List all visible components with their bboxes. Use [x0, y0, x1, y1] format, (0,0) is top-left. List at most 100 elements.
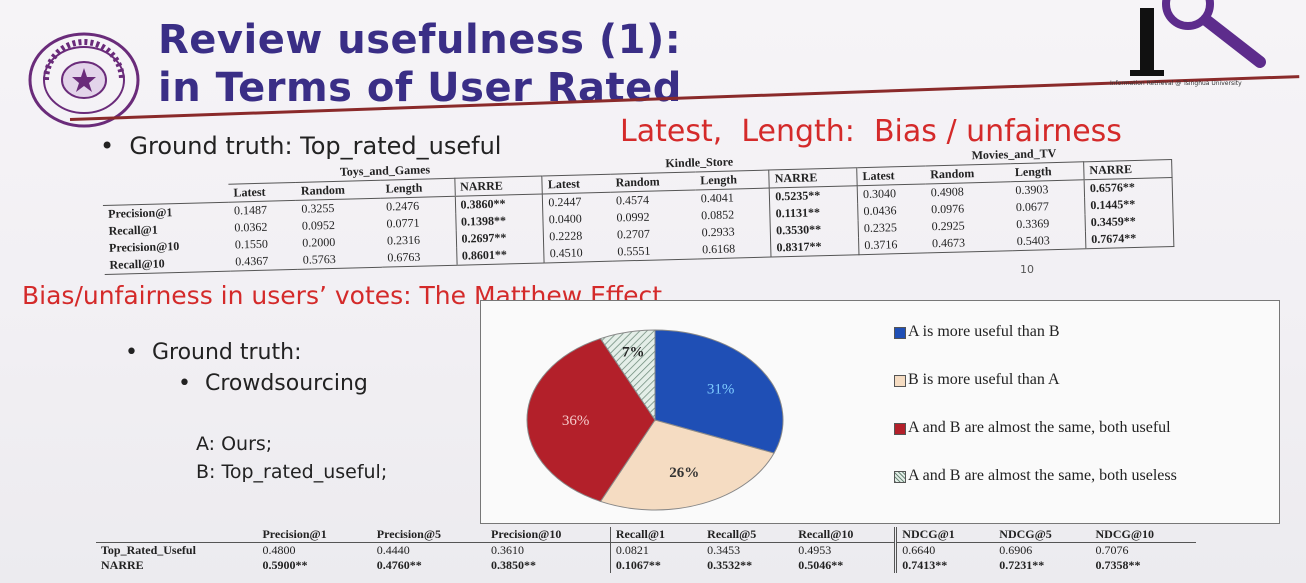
ground-truth-text: Ground truth: Top_rated_useful — [129, 132, 502, 160]
legend-item: B is more useful than A — [894, 370, 1278, 390]
table-cell: 0.1067** — [609, 558, 703, 573]
table-cell: 0.5763 — [297, 249, 383, 270]
title-line-2: in Terms of User Rated — [158, 65, 682, 111]
ground-truth-2-text: Ground truth: — [151, 340, 302, 365]
table-cell: 0.7231** — [999, 558, 1045, 572]
col-header: NARRE — [1083, 159, 1173, 180]
pie-chart: 31% 26% 36% 7% — [526, 329, 784, 511]
table-cell: 0.8601** — [456, 245, 545, 266]
crowdsourcing-text: Crowdsourcing — [204, 371, 368, 396]
table-cell: 0.3532** — [707, 558, 753, 572]
col-header: Recall@5 — [702, 527, 794, 543]
col-header: Random — [925, 163, 1011, 184]
legend-label: A and B are almost the same, both useles… — [908, 467, 1177, 484]
bullet-ground-truth-2: • Ground truth: — [125, 340, 302, 365]
table-cell: 0.0821 — [609, 542, 703, 558]
table-cell: 0.6763 — [382, 247, 457, 268]
col-header: Length — [1009, 161, 1085, 182]
table-cell: 0.2933 — [701, 224, 735, 240]
table-cell: 0.5900** — [262, 558, 308, 572]
table-cell: 0.0400 — [548, 211, 582, 227]
legend-swatch — [894, 327, 906, 339]
legend-swatch — [894, 471, 906, 483]
table-cell: 0.0362 — [234, 219, 268, 235]
table-cell: 0.4510 — [544, 243, 613, 263]
table-cell: 0.3903 — [1015, 182, 1049, 198]
table-cell: 0.0436 — [863, 203, 897, 219]
table-cell: 0.6168 — [696, 239, 772, 259]
pie-slice — [599, 419, 775, 511]
table-cell: 0.3369 — [1016, 216, 1050, 232]
col-header: Length — [695, 170, 770, 190]
col-header: Latest — [228, 182, 297, 203]
table-cell: 0.5046** — [798, 558, 844, 572]
table-cell: 0.3716 — [858, 235, 928, 255]
table-cell: 0.7674** — [1085, 228, 1174, 249]
legend-label: A and B are almost the same, both useful — [908, 419, 1171, 436]
table-cell: 0.3255 — [301, 200, 335, 216]
legend-item: A and B are almost the same, both useles… — [894, 466, 1278, 486]
magnifier-icon — [1130, 0, 1266, 76]
col-header: Precision@10 — [486, 527, 611, 543]
table-cell: 0.5235** — [769, 185, 858, 206]
legend-item: A is more useful than B — [894, 322, 1278, 342]
tsinghua-seal-logo — [28, 32, 140, 128]
table-cell: 0.3040 — [862, 186, 897, 202]
legend-item: A and B are almost the same, both useful — [894, 418, 1278, 438]
table-cell: 0.4574 — [615, 192, 650, 208]
title-line-1: Review usefulness (1): — [158, 17, 682, 63]
table-cell: 0.2325 — [863, 220, 898, 236]
table-cell: 0.3610 — [491, 543, 525, 557]
bias-note: Latest, Length: Bias / unfairness — [620, 114, 1122, 149]
table-cell: 0.2228 — [549, 228, 583, 244]
col-header: Recall@10 — [793, 527, 896, 543]
col-header: NDCG@5 — [994, 527, 1091, 543]
pie-slice — [526, 337, 656, 503]
results-table: Toys_and_Games Kindle_Store Movies_and_T… — [102, 142, 1174, 275]
col-header: Random — [295, 180, 381, 201]
bullet-crowdsourcing: • Crowdsourcing — [178, 371, 368, 396]
table-cell: 0.2476 — [385, 198, 420, 214]
col-header: NDCG@1 — [894, 527, 995, 543]
table-cell: 0.4953 — [798, 543, 832, 557]
table-cell: 0.2316 — [386, 232, 421, 248]
crowdsourcing-results-table: Precision@1 Precision@5 Precision@10 Rec… — [96, 527, 1196, 573]
ir-lab-logo: Information Retrieval @ Tsinghua Univers… — [1110, 0, 1306, 96]
table-row: NARRE 0.5900** 0.4760** 0.3850** 0.1067** 0.3… — [96, 558, 1196, 573]
table-cell: 0.8317** — [770, 237, 860, 258]
table-cell: 0.3453 — [707, 543, 741, 557]
table-cell: 0.3850** — [491, 558, 537, 572]
table-cell: 0.7358** — [1095, 558, 1141, 572]
legend-swatch — [894, 423, 906, 435]
logo-caption: Information Retrieval @ Tsinghua Univers… — [1110, 80, 1242, 87]
table-cell: 0.1487 — [233, 202, 268, 218]
pie-value-label: 36% — [562, 413, 590, 429]
table-cell: 0.2447 — [548, 194, 582, 210]
table-cell: 0.0771 — [386, 215, 420, 231]
table-cell: 0.7413** — [894, 558, 995, 573]
table-cell: 0.5403 — [1011, 231, 1086, 251]
table-row: Top_Rated_Useful 0.4800 0.4440 0.3610 0.0821… — [96, 542, 1196, 558]
legend-label: B is more useful than A — [908, 371, 1060, 388]
table-cell: 0.6640 — [894, 542, 995, 558]
col-header: Latest — [856, 165, 926, 186]
row-label: Recall@10 — [104, 253, 231, 275]
pie-slice — [654, 329, 784, 454]
col-header: NARRE — [454, 175, 543, 197]
page-number: 10 — [1020, 263, 1034, 276]
bullet-ground-truth: • Ground truth: Top_rated_useful — [100, 132, 502, 160]
row-label: NARRE — [101, 558, 144, 572]
col-header: NARRE — [769, 167, 858, 189]
ab-definitions: A: Ours; B: Top_rated_useful; — [196, 430, 387, 486]
col-header: Precision@1 — [257, 527, 372, 543]
table-cell: 0.4041 — [700, 190, 734, 206]
col-header: Latest — [542, 174, 611, 194]
table-cell: 0.4673 — [926, 233, 1013, 253]
legend-swatch — [894, 375, 906, 387]
b-definition: B: Top_rated_useful; — [196, 461, 388, 483]
slide-title: Review usefulness (1): in Terms of User … — [158, 16, 682, 112]
table-cell: 0.6906 — [999, 543, 1033, 557]
pie-slice — [599, 329, 656, 422]
col-header: Random — [610, 171, 696, 193]
a-definition: A: Ours; — [196, 433, 273, 455]
